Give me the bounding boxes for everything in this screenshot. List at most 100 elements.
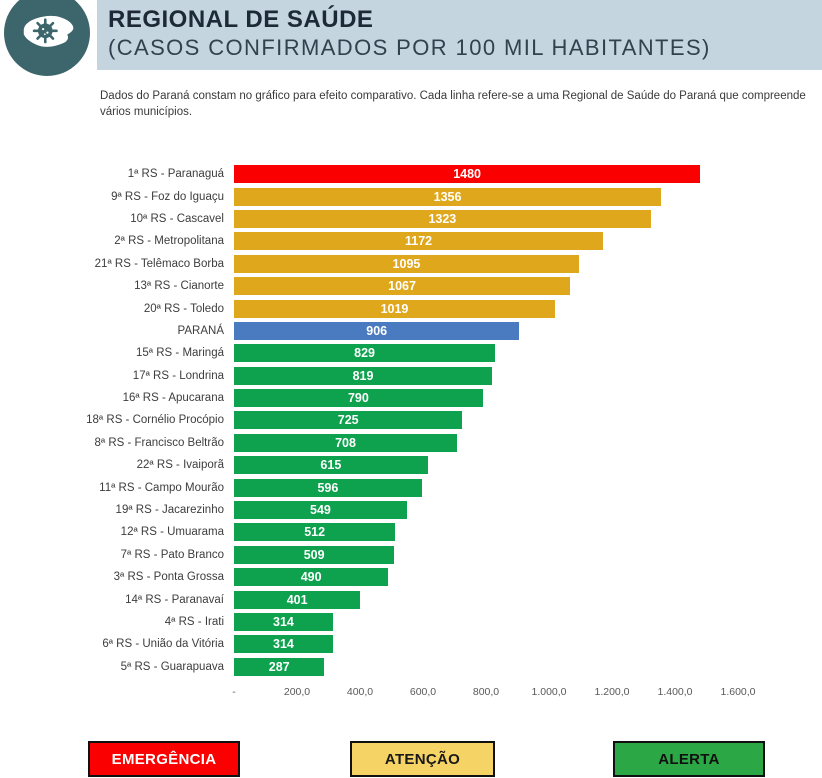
x-tick-label: 1.600,0 (720, 685, 756, 698)
bar-track: 615 (234, 456, 738, 475)
bar-green[interactable]: 512 (234, 523, 396, 542)
bar-track: 1356 (234, 187, 738, 206)
bar-row: 9ª RS - Foz do Iguaçu 1356 (0, 185, 822, 207)
bar-green[interactable]: 314 (234, 635, 333, 654)
bar-row: 14ª RS - Paranavaí 401 (0, 588, 822, 610)
bar-green[interactable]: 819 (234, 366, 492, 385)
bar-value-label: 708 (335, 435, 356, 450)
bar-green[interactable]: 549 (234, 501, 407, 520)
bar-track: 1067 (234, 277, 738, 296)
bar-track: 819 (234, 366, 738, 385)
x-tick-label: 1.000,0 (531, 685, 567, 698)
category-label: 21ª RS - Telêmaco Borba (94, 257, 224, 270)
bar-value-label: 1480 (453, 167, 481, 182)
bar-green[interactable]: 509 (234, 545, 395, 564)
category-label: 19ª RS - Jacarezinho (115, 504, 224, 517)
x-tick-label: 400,0 (346, 685, 374, 698)
bar-red[interactable]: 1480 (234, 165, 701, 184)
bar-value-label: 790 (347, 391, 369, 406)
bar-gold[interactable]: 1067 (234, 277, 571, 296)
bar-green[interactable]: 725 (234, 411, 463, 430)
bar-track: 829 (234, 344, 738, 363)
x-tick-label: - (232, 685, 236, 698)
category-label: 3ª RS - Ponta Grossa (113, 571, 224, 584)
category-label: 14ª RS - Paranavaí (125, 593, 224, 606)
bar-green[interactable]: 708 (234, 433, 458, 452)
bar-row: 5ª RS - Guarapuava 287 (0, 656, 822, 678)
category-label: PARANÁ (177, 324, 224, 337)
bar-value-label: 819 (352, 368, 374, 383)
bar-row: 6ª RS - União da Vitória 314 (0, 633, 822, 655)
bar-blue[interactable]: 906 (234, 321, 520, 340)
bar-value-label: 906 (366, 323, 388, 338)
bar-green[interactable]: 490 (234, 568, 389, 587)
bar-gold[interactable]: 1323 (234, 209, 651, 228)
category-label: 4ª RS - Irati (164, 616, 224, 628)
category-label: 13ª RS - Cianorte (134, 280, 224, 293)
legend-button-atencao[interactable]: ATENÇÃO (350, 741, 495, 777)
bar-gold[interactable]: 1019 (234, 299, 555, 318)
x-tick-label: 200,0 (283, 685, 311, 698)
bar-track: 549 (234, 501, 738, 520)
bar-row: 13ª RS - Cianorte 1067 (0, 275, 822, 297)
category-label: 16ª RS - Apucarana (122, 392, 224, 405)
bar-green[interactable]: 287 (234, 657, 325, 676)
bar-row: 12ª RS - Umuarama 512 (0, 521, 822, 543)
legend: EMERGÊNCIA ATENÇÃO ALERTA (0, 741, 822, 778)
bar-track: 1095 (234, 254, 738, 273)
category-label: 6ª RS - União da Vitória (102, 638, 224, 651)
category-label: 17ª RS - Londrina (132, 369, 224, 382)
description-text: Dados do Paraná constam no gráfico para … (100, 90, 806, 118)
bar-row: 1ª RS - Paranaguá 1480 (0, 163, 822, 185)
category-label: 7ª RS - Pato Branco (120, 548, 224, 561)
bar-track: 906 (234, 321, 738, 340)
bar-value-label: 1323 (428, 211, 457, 226)
bar-value-label: 1356 (433, 189, 462, 204)
bar-track: 708 (234, 433, 738, 452)
bar-row: 11ª RS - Campo Mourão 596 (0, 476, 822, 498)
x-tick-label: 1.200,0 (594, 685, 630, 698)
bar-row: PARANÁ 906 (0, 320, 822, 342)
bar-value-label: 1019 (380, 301, 409, 316)
bar-green[interactable]: 615 (234, 456, 428, 475)
bar-value-label: 596 (317, 480, 339, 495)
bar-value-label: 401 (286, 592, 308, 607)
page-subtitle: (CASOS CONFIRMADOS POR 100 MIL HABITANTE… (108, 34, 711, 60)
bar-value-label: 512 (304, 525, 326, 540)
bar-row: 2ª RS - Metropolitana 1172 (0, 230, 822, 252)
bar-value-label: 725 (337, 413, 359, 428)
bar-value-label: 1095 (392, 256, 421, 271)
bar-row: 21ª RS - Telêmaco Borba 1095 (0, 253, 822, 275)
bar-row: 15ª RS - Maringá 829 (0, 342, 822, 364)
legend-button-emergencia[interactable]: EMERGÊNCIA (88, 741, 240, 777)
bar-value-label: 314 (273, 615, 294, 629)
bar-track: 1019 (234, 299, 738, 318)
bar-green[interactable]: 790 (234, 389, 483, 408)
category-label: 5ª RS - Guarapuava (120, 660, 224, 673)
bar-track: 287 (234, 657, 738, 676)
bar-row: 22ª RS - Ivaiporã 615 (0, 454, 822, 476)
bar-gold[interactable]: 1172 (234, 232, 604, 251)
bar-green[interactable]: 829 (234, 344, 496, 363)
category-label: 12ª RS - Umuarama (120, 526, 224, 539)
category-label: 9ª RS - Foz do Iguaçu (111, 190, 224, 203)
bar-track: 401 (234, 590, 738, 609)
x-tick-label: 800,0 (472, 685, 500, 698)
category-label: 10ª RS - Cascavel (130, 212, 224, 225)
category-label: 1ª RS - Paranaguá (127, 168, 224, 181)
bar-value-label: 1067 (388, 279, 416, 294)
bar-green[interactable]: 314 (234, 613, 333, 631)
category-label: 18ª RS - Cornélio Procópio (86, 414, 224, 427)
bar-gold[interactable]: 1095 (234, 254, 579, 273)
bar-row: 4ª RS - Irati 314 (0, 611, 822, 633)
bar-value-label: 549 (310, 503, 331, 518)
bar-green[interactable]: 401 (234, 590, 361, 609)
bar-green[interactable]: 596 (234, 478, 422, 497)
bar-gold[interactable]: 1356 (234, 187, 662, 206)
bar-value-label: 287 (268, 659, 290, 674)
legend-button-alerta[interactable]: ALERTA (613, 741, 765, 777)
bar-track: 314 (234, 635, 738, 654)
x-axis: - 200,0 400,0 600,0 800,0 1.000,0 1.200,0 1.400… (232, 685, 755, 704)
x-tick-label: 600,0 (409, 685, 437, 698)
